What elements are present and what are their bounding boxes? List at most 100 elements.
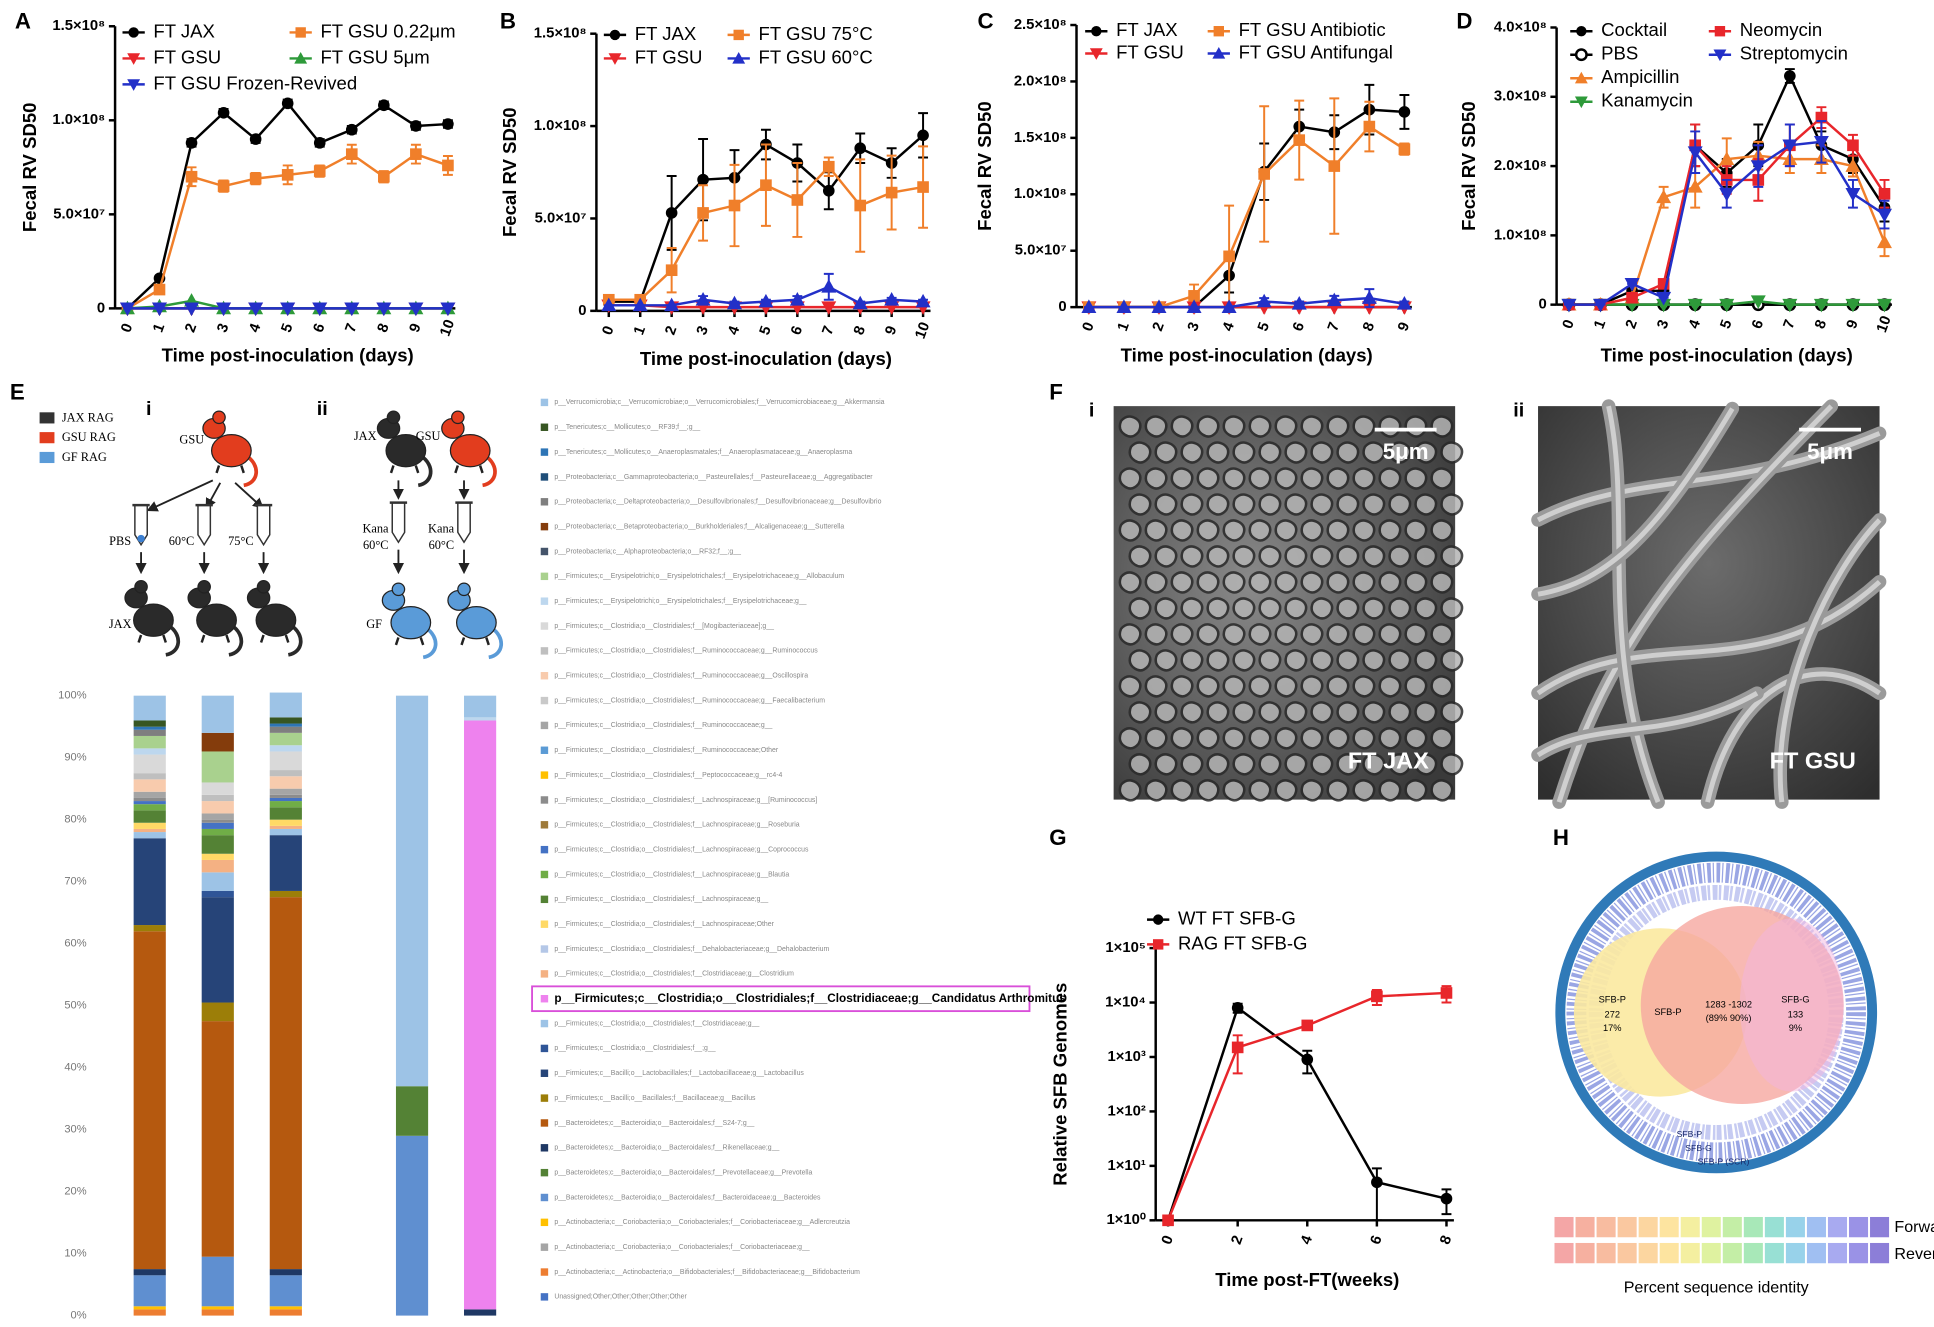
cell-texture xyxy=(1414,753,1438,776)
marker xyxy=(1593,298,1609,313)
marker xyxy=(854,142,867,155)
cell-texture xyxy=(1118,519,1142,542)
x-tick-label: 3 xyxy=(215,322,233,335)
panel-label: A xyxy=(15,8,31,33)
cell-texture xyxy=(1378,675,1402,698)
legend-label: p__Actinobacteria;c__Actinobacteria;o__B… xyxy=(554,1269,860,1276)
cell-texture xyxy=(1404,727,1428,750)
bar-segment xyxy=(269,692,302,718)
cell-texture xyxy=(1222,415,1246,438)
legend-swatch xyxy=(39,451,55,464)
cell-texture xyxy=(1274,623,1298,646)
cell-texture xyxy=(1362,649,1386,672)
marker xyxy=(185,170,198,183)
x-tick-label: 8 xyxy=(1812,318,1830,331)
legend-label: FT GSU 60°C xyxy=(759,46,873,67)
x-tick-label: 10 xyxy=(1874,314,1895,335)
y-tick-label: 1.5×10⁸ xyxy=(52,18,105,34)
x-tick-label: 4 xyxy=(1298,1233,1316,1247)
cell-texture xyxy=(1300,467,1324,490)
identity-swatch xyxy=(1785,1242,1806,1264)
cell-texture xyxy=(1128,649,1152,672)
mouse-legs xyxy=(460,637,490,646)
marker xyxy=(822,160,835,173)
cell-texture xyxy=(1430,467,1454,490)
bar-segment xyxy=(133,695,166,721)
genome-ring xyxy=(1555,851,1878,1174)
mouse-ear xyxy=(451,410,465,425)
filament-highlight xyxy=(1537,407,1735,597)
y-axis-label: Relative SFB Genomes xyxy=(1050,983,1071,1186)
bar-segment xyxy=(133,1275,166,1307)
cell-texture xyxy=(1440,753,1464,776)
marker xyxy=(915,293,931,308)
cell-texture xyxy=(1196,467,1220,490)
cell-texture xyxy=(1232,493,1256,516)
legend-label: JAX RAG xyxy=(62,410,114,424)
cell-texture xyxy=(1154,649,1178,672)
cell-texture xyxy=(1274,727,1298,750)
cell-texture xyxy=(1440,701,1464,724)
mouse-body xyxy=(196,603,237,637)
x-tick-label: 4 xyxy=(1220,320,1238,334)
bar-segment xyxy=(269,717,302,724)
marker xyxy=(216,302,232,317)
cell-texture xyxy=(1128,493,1152,516)
marker xyxy=(184,302,200,317)
line-chart: 0 5.0×10⁷ 1.0×10⁸ 1.5×10⁸ 0 1 2 3 4 5 6 7 8 9 10 Fecal … xyxy=(19,18,458,365)
bar-segment xyxy=(133,779,166,792)
legend-label: Kanamycin xyxy=(1601,90,1693,111)
marker xyxy=(1256,293,1272,308)
cell-texture xyxy=(1378,415,1402,438)
identity-swatch xyxy=(1679,1216,1701,1239)
venn-label: SFB-P xyxy=(1599,995,1626,1005)
legend-marker xyxy=(127,53,141,65)
y-tick-label: 1×10⁰ xyxy=(1106,1212,1145,1228)
x-tick-label: 4 xyxy=(725,323,743,337)
y-tick-label: 0 xyxy=(578,303,586,319)
cell-texture xyxy=(1310,597,1334,620)
bar-segment xyxy=(464,720,497,1310)
legend-label: p__Firmicutes;c__Clostridia;o__Clostridi… xyxy=(554,1020,759,1027)
bar-segment xyxy=(464,1309,497,1316)
x-tick-label: 5 xyxy=(1718,318,1736,331)
marker xyxy=(1371,1176,1383,1189)
cell-texture xyxy=(1196,519,1220,542)
y-tick-label: 50% xyxy=(64,1000,86,1012)
legend-label: p__Proteobacteria;c__Alphaproteobacteria… xyxy=(554,548,741,555)
bar-segment xyxy=(201,732,234,752)
legend-label: FT GSU 75°C xyxy=(759,23,873,44)
marker xyxy=(280,302,296,317)
mouse-body xyxy=(455,605,497,640)
cell-texture xyxy=(1118,623,1142,646)
cell-texture xyxy=(1326,675,1350,698)
marker xyxy=(727,295,742,310)
cell-texture xyxy=(1128,545,1152,568)
cell-texture xyxy=(1170,519,1194,542)
cell-texture xyxy=(1196,571,1220,594)
x-tick-label: 5 xyxy=(279,322,297,335)
mouse-icon xyxy=(187,579,244,657)
legend-row-label: Forward xyxy=(1894,1218,1934,1236)
cell-texture xyxy=(1388,597,1412,620)
cell-texture xyxy=(1310,649,1334,672)
bar-segment xyxy=(201,695,234,733)
legend-label: p__Firmicutes;c__Clostridia;o__Clostridi… xyxy=(554,673,808,680)
identity-swatch xyxy=(1785,1216,1806,1239)
cell-texture xyxy=(1170,779,1194,802)
x-axis-label: Time post-inoculation (days) xyxy=(1601,345,1853,366)
marker xyxy=(1231,1001,1244,1014)
mouse-legs xyxy=(394,637,425,646)
cell-texture xyxy=(1196,623,1220,646)
bar-segment xyxy=(464,717,497,721)
y-tick-label: 80% xyxy=(64,814,86,826)
cell-texture xyxy=(1206,493,1230,516)
identity-swatch xyxy=(1764,1216,1785,1239)
mouse-icon xyxy=(376,410,433,488)
bar-segment xyxy=(133,828,166,833)
bar-segment xyxy=(269,890,302,898)
legend-highlight xyxy=(531,985,1031,1013)
cell-texture xyxy=(1274,415,1298,438)
marker xyxy=(313,165,326,177)
x-axis-label: Time post-inoculation (days) xyxy=(162,345,414,366)
